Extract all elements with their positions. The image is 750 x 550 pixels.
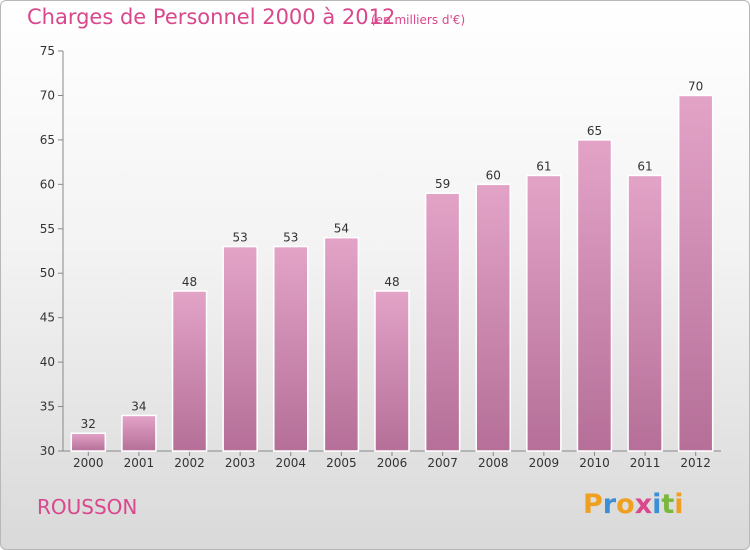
bar-2002 bbox=[171, 290, 208, 452]
x-tick-label-2007: 2007 bbox=[427, 456, 458, 470]
x-tick-label-2010: 2010 bbox=[579, 456, 610, 470]
data-label-2007: 59 bbox=[435, 177, 450, 191]
x-tick-label-2012: 2012 bbox=[680, 456, 711, 470]
y-tick-label: 40 bbox=[40, 355, 55, 369]
data-label-2008: 60 bbox=[486, 168, 501, 182]
y-tick-label: 75 bbox=[40, 44, 55, 58]
data-label-2009: 61 bbox=[536, 159, 551, 173]
x-tick-label-2004: 2004 bbox=[275, 456, 306, 470]
logo-letter: i bbox=[652, 489, 662, 520]
y-tick-label: 70 bbox=[40, 88, 55, 102]
x-tick-label-2005: 2005 bbox=[326, 456, 357, 470]
logo-letter: o bbox=[616, 489, 635, 520]
bar-2003 bbox=[222, 245, 258, 452]
y-tick-label: 50 bbox=[40, 266, 55, 280]
data-label-2006: 48 bbox=[384, 275, 399, 289]
data-label-2005: 54 bbox=[334, 222, 349, 236]
x-tick-label-2000: 2000 bbox=[73, 456, 104, 470]
bar-2012 bbox=[677, 94, 714, 452]
data-label-2000: 32 bbox=[81, 417, 96, 431]
x-tick-label-2011: 2011 bbox=[630, 456, 661, 470]
logo-letter: t bbox=[661, 489, 675, 520]
x-tick-label-2009: 2009 bbox=[529, 456, 560, 470]
bar-2000 bbox=[70, 432, 107, 452]
data-label-2002: 48 bbox=[182, 275, 197, 289]
logo-letter: r bbox=[602, 489, 617, 520]
x-tick-label-2002: 2002 bbox=[174, 456, 205, 470]
chart-subtitle: (en milliers d'€) bbox=[371, 13, 466, 27]
data-label-2010: 65 bbox=[587, 124, 602, 138]
logo-letter: i bbox=[674, 489, 684, 520]
bar-2005 bbox=[323, 236, 360, 452]
bar-2006 bbox=[374, 290, 410, 452]
bar-2010 bbox=[576, 139, 613, 452]
bar-2007 bbox=[424, 192, 461, 452]
data-label-2004: 53 bbox=[283, 231, 298, 245]
x-tick-label-2003: 2003 bbox=[225, 456, 256, 470]
chart-title: Charges de Personnel 2000 à 2012 bbox=[27, 5, 396, 29]
bar-2008 bbox=[475, 183, 511, 452]
bar-2011 bbox=[627, 174, 663, 452]
bar-2001 bbox=[121, 414, 157, 452]
y-tick-label: 60 bbox=[40, 177, 55, 191]
data-label-2012: 70 bbox=[688, 79, 703, 93]
bar-2004 bbox=[273, 245, 309, 452]
data-label-2003: 53 bbox=[233, 231, 248, 245]
y-tick-label: 55 bbox=[40, 222, 55, 236]
bar-2009 bbox=[526, 174, 562, 452]
proxiti-logo: Proxiti bbox=[583, 489, 684, 520]
y-tick-label: 30 bbox=[40, 444, 55, 458]
logo-letter: x bbox=[634, 489, 653, 520]
town-name: ROUSSON bbox=[37, 495, 138, 519]
x-tick-label-2001: 2001 bbox=[124, 456, 155, 470]
x-tick-label-2006: 2006 bbox=[377, 456, 408, 470]
y-tick-label: 65 bbox=[40, 133, 55, 147]
y-tick-label: 35 bbox=[40, 400, 55, 414]
data-label-2011: 61 bbox=[637, 159, 652, 173]
logo-letter: P bbox=[583, 489, 603, 520]
data-label-2001: 34 bbox=[131, 399, 146, 413]
y-tick-label: 45 bbox=[40, 311, 55, 325]
x-tick-label-2008: 2008 bbox=[478, 456, 509, 470]
